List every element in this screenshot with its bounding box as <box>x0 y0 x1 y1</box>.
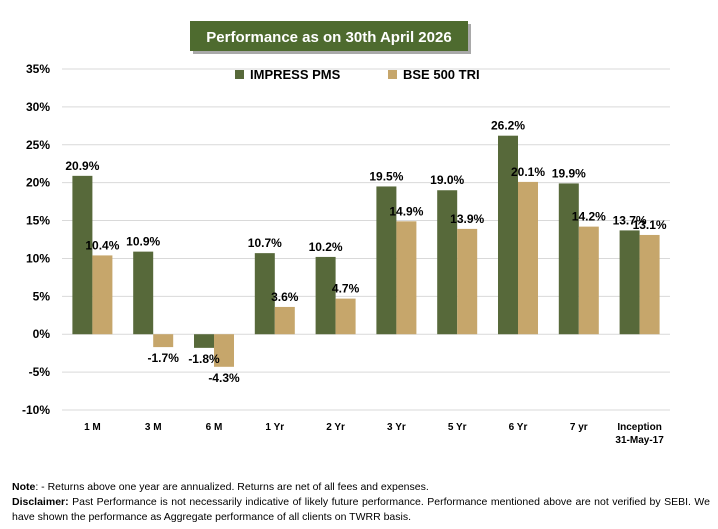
data-label: 14.9% <box>389 204 423 218</box>
pms-bar <box>194 334 214 348</box>
data-label: 10.7% <box>248 236 282 250</box>
x-tick-label: 7 yr <box>570 422 588 433</box>
legend-label: BSE 500 TRI <box>403 67 480 82</box>
legend-swatch <box>388 70 397 79</box>
data-label: 10.4% <box>85 238 119 252</box>
y-tick-label: -5% <box>29 365 51 379</box>
x-tick-label: 6 M <box>206 422 223 433</box>
data-label: 19.5% <box>369 169 403 183</box>
x-tick-label: 1 Yr <box>265 422 284 433</box>
index-bar <box>335 298 356 335</box>
index-bar <box>457 228 478 335</box>
pms-bar <box>558 183 579 335</box>
disclaimer-label: Disclaimer: <box>12 496 69 508</box>
bars <box>72 135 660 367</box>
x-tick-label: 3 M <box>145 422 162 433</box>
y-tick-label: 10% <box>26 251 50 265</box>
data-label: 20.9% <box>65 159 99 173</box>
data-label: 19.0% <box>430 173 464 187</box>
data-label: -1.8% <box>188 352 220 366</box>
data-label: 13.9% <box>450 212 484 226</box>
pms-bar <box>72 175 93 335</box>
index-bar <box>396 221 417 335</box>
pms-bar <box>133 251 154 335</box>
index-bar <box>153 334 174 348</box>
note-line: Note: - Returns above one year are annua… <box>12 480 710 495</box>
x-tick-label: 6 Yr <box>509 422 528 433</box>
pms-bar <box>315 256 336 335</box>
data-label: 3.6% <box>271 290 299 304</box>
x-tick-label: 3 Yr <box>387 422 406 433</box>
pms-bar <box>254 253 275 335</box>
disclaimer-line: Disclaimer: Past Performance is not nece… <box>12 495 710 525</box>
title-box <box>190 21 468 51</box>
pms-bar <box>498 135 518 335</box>
index-bar <box>578 226 599 335</box>
index-bar <box>92 255 113 335</box>
disclaimer-text: Past Performance is not necessarily indi… <box>12 496 710 523</box>
data-label: 4.7% <box>332 282 360 296</box>
title-text: Performance as on 30th April 2026 <box>206 29 451 46</box>
data-label: -1.7% <box>148 351 180 365</box>
y-tick-label: 35% <box>26 62 50 76</box>
data-label: 13.7% <box>613 213 647 227</box>
y-tick-label: 25% <box>26 138 50 152</box>
data-labels: 20.9% 10.9% -1.8% 10.7% 10.2% 19.5% 19.0% 26.2%… <box>65 119 667 385</box>
data-label: 10.2% <box>309 240 343 254</box>
index-bar <box>274 306 295 335</box>
y-tick-label: 0% <box>33 327 51 341</box>
data-label: 10.9% <box>126 235 160 249</box>
note-label: Note <box>12 481 36 493</box>
data-label: 14.2% <box>572 210 606 224</box>
data-label: 26.2% <box>491 119 525 133</box>
footnotes: Note: - Returns above one year are annua… <box>12 480 710 525</box>
note-text: : - Returns above one year are annualize… <box>35 481 429 493</box>
legend-swatch <box>235 70 244 79</box>
x-axis-ticks: 1 M 3 M 6 M 1 Yr 2 Yr 3 Yr 5 Yr 6 Yr 7 yr Incepti… <box>84 422 664 446</box>
chart-title: Performance as on 30th April 2026 <box>190 21 471 54</box>
x-tick-label: 1 M <box>84 422 101 433</box>
y-tick-label: 20% <box>26 176 50 190</box>
data-label: 13.1% <box>633 218 667 232</box>
y-tick-label: 5% <box>33 289 51 303</box>
data-label: 19.9% <box>552 166 586 180</box>
pms-bar <box>619 230 640 335</box>
pms-bar <box>437 190 458 335</box>
y-tick-label: 15% <box>26 214 50 228</box>
data-label: 20.1% <box>511 165 545 179</box>
y-tick-label: 30% <box>26 100 50 114</box>
data-label: -4.3% <box>208 371 240 385</box>
x-tick-label: 5 Yr <box>448 422 467 433</box>
performance-chart: -10% -5% 0% 5% 10% 15% 20% 25% 30% 35% 20.9% 10.9%… <box>22 21 670 446</box>
legend: IMPRESS PMS BSE 500 TRI <box>235 67 480 82</box>
index-bar <box>518 181 538 335</box>
x-tick-label: Inception <box>617 422 661 433</box>
legend-label: IMPRESS PMS <box>250 67 341 82</box>
index-bar <box>214 334 234 367</box>
pms-bar <box>376 186 397 335</box>
y-tick-label: -10% <box>22 403 50 417</box>
x-tick-label: 2 Yr <box>326 422 345 433</box>
y-axis-ticks: -10% -5% 0% 5% 10% 15% 20% 25% 30% 35% <box>22 62 50 417</box>
index-bar <box>639 234 660 335</box>
x-tick-label: 31-May-17 <box>615 435 664 446</box>
